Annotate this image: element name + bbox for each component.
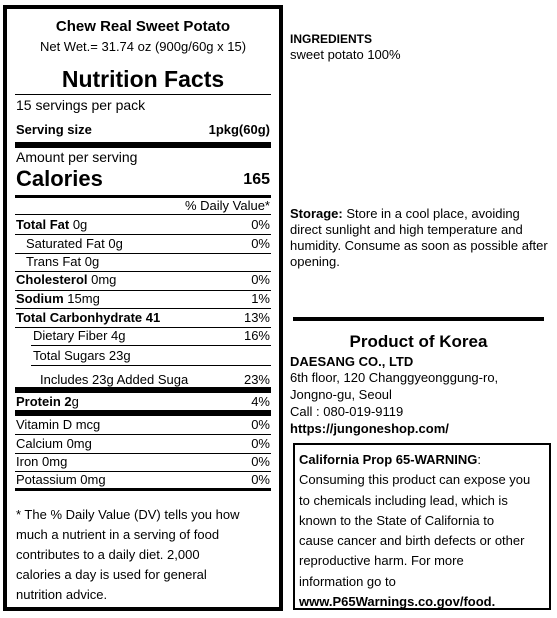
- nutrient-dv: 0%: [251, 272, 270, 287]
- nutrient-dv: 0%: [251, 454, 270, 469]
- nutrient-total-sugars: Total Sugars 23g: [33, 348, 131, 363]
- iron: Iron 0mg: [16, 454, 68, 469]
- nutrient-protein: Protein 2g: [16, 394, 79, 409]
- storage-instructions: Storage: Store in a cool place, avoiding…: [290, 206, 548, 269]
- calories-label: Calories: [16, 166, 103, 191]
- nutrient-dv: 23%: [243, 372, 270, 387]
- prop65-warning-box: California Prop 65-WARNING: Consuming th…: [293, 443, 551, 610]
- calories-value: 165: [243, 171, 270, 188]
- nutrient-dietary-fiber: Dietary Fiber 4g: [33, 328, 126, 343]
- divider: [15, 471, 271, 472]
- ingredients-title: INGREDIENTS: [290, 32, 373, 46]
- company-address-line2: Jongno-gu, Seoul: [290, 387, 392, 402]
- divider: [15, 290, 271, 291]
- nutrient-sodium: Sodium 15mg: [16, 291, 100, 306]
- divider: [15, 327, 271, 328]
- company-address-line1: 6th floor, 120 Changgyeonggung-ro,: [290, 370, 499, 385]
- divider: [15, 234, 271, 235]
- divider: [15, 308, 271, 309]
- nutrient-dv: 16%: [243, 328, 270, 343]
- vitamin-d: Vitamin D mcg: [16, 417, 101, 432]
- serving-size-label: Serving size: [16, 122, 92, 137]
- divider-medium: [15, 195, 271, 198]
- ingredients-text: sweet potato 100%: [290, 47, 401, 62]
- divider: [15, 94, 271, 95]
- serving-size-value: 1pkg(60g): [208, 122, 270, 137]
- nutrient-dv: 13%: [243, 310, 270, 325]
- divider-thick: [15, 410, 271, 416]
- nutrient-dv: 0%: [251, 417, 270, 432]
- nutrition-facts-title: Nutrition Facts: [61, 66, 225, 92]
- servings-per-pack: 15 servings per pack: [16, 97, 146, 113]
- divider-thick: [15, 387, 271, 393]
- daily-value-footnote: * The % Daily Value (DV) tells you how m…: [16, 507, 240, 602]
- net-weight: Net Wet.= 31.74 oz (900g/60g x 15): [39, 39, 247, 54]
- nutrient-saturated-fat: Saturated Fat 0g: [26, 236, 123, 251]
- nutrient-cholesterol: Cholesterol 0mg: [16, 272, 117, 287]
- divider: [31, 345, 271, 346]
- nutrient-total-carbohydrate: Total Carbonhydrate 41: [16, 310, 161, 325]
- amount-per-serving: Amount per serving: [16, 149, 138, 165]
- nutrient-dv: 0%: [251, 217, 270, 232]
- warning-link[interactable]: www.P65Warnings.co.gov/food.: [299, 594, 496, 610]
- company-name: DAESANG CO., LTD: [290, 354, 414, 369]
- divider: [15, 453, 271, 454]
- nutrient-dv: 0%: [251, 436, 270, 451]
- nutrient-added-sugars: Includes 23g Added Suga: [40, 372, 189, 387]
- divider-medium: [15, 488, 271, 491]
- nutrient-dv: 0%: [251, 472, 270, 487]
- product-name: Chew Real Sweet Potato: [55, 18, 231, 35]
- nutrient-dv: 0%: [251, 236, 270, 251]
- calcium: Calcium 0mg: [16, 436, 92, 451]
- divider: [15, 434, 271, 435]
- potassium: Potassium 0mg: [16, 472, 106, 487]
- country-of-origin: Product of Korea: [349, 332, 488, 351]
- daily-value-header: % Daily Value*: [184, 198, 270, 213]
- warning-line: to chemicals including lead, which is: [299, 492, 508, 508]
- warning-line: known to the State of California to: [299, 512, 495, 528]
- warning-title: California Prop 65-WARNING:: [299, 452, 482, 467]
- company-website-link[interactable]: https://jungoneshop.com/: [290, 421, 449, 436]
- nutrient-total-fat: Total Fat 0g: [16, 217, 88, 232]
- warning-line: cause cancer and birth defects or other: [299, 533, 525, 549]
- nutrient-trans-fat: Trans Fat 0g: [26, 254, 100, 269]
- nutrition-facts-panel: Chew Real Sweet Potato Net Wet.= 31.74 o…: [3, 5, 283, 611]
- divider: [15, 214, 271, 215]
- divider: [15, 271, 271, 272]
- divider: [31, 365, 271, 366]
- warning-line: reproductive harm. For more: [299, 553, 464, 569]
- nutrient-dv: 1%: [251, 291, 270, 306]
- warning-line: information go to: [299, 573, 396, 589]
- warning-line: Consuming this product can expose you: [299, 472, 531, 488]
- divider-thick: [15, 142, 271, 148]
- divider: [15, 253, 271, 254]
- section-divider: [293, 317, 544, 321]
- company-phone: Call : 080-019-9119: [290, 404, 404, 419]
- nutrient-dv: 4%: [251, 394, 270, 409]
